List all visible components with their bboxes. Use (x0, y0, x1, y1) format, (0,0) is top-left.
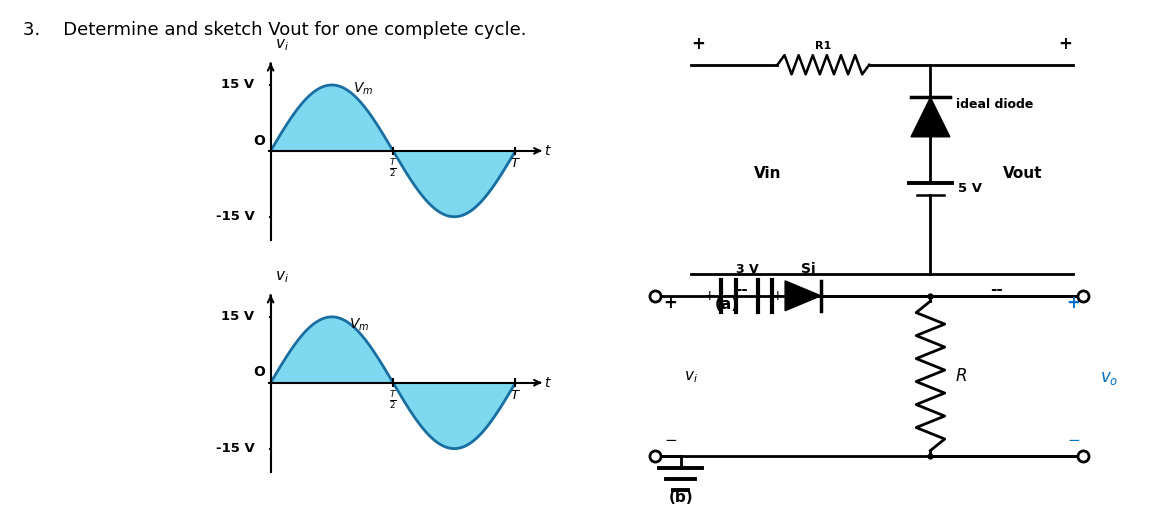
Text: $V_m$: $V_m$ (353, 81, 373, 97)
Text: --: -- (990, 282, 1004, 297)
Text: $-$: $-$ (664, 432, 677, 446)
Text: ideal diode: ideal diode (956, 97, 1034, 111)
Text: 15 V: 15 V (221, 310, 254, 324)
Text: $\frac{T}{2}$: $\frac{T}{2}$ (389, 158, 398, 179)
Text: $|$: $|$ (756, 288, 760, 304)
Text: $-$: $-$ (1066, 432, 1080, 446)
Text: 5 V: 5 V (958, 182, 983, 196)
Text: +: + (663, 294, 677, 312)
Text: +: + (1058, 35, 1072, 53)
Polygon shape (785, 281, 821, 311)
Text: $+$: $+$ (772, 289, 783, 303)
Text: $\boldsymbol{v_i}$: $\boldsymbol{v_i}$ (276, 269, 290, 285)
Text: (b): (b) (669, 490, 693, 505)
Text: $T$: $T$ (510, 158, 520, 170)
Text: +: + (692, 35, 706, 53)
Polygon shape (911, 97, 950, 137)
Text: O: O (253, 133, 264, 148)
Text: (a): (a) (714, 297, 738, 313)
Text: $t$: $t$ (544, 144, 552, 158)
Text: Vin: Vin (753, 167, 781, 181)
Text: $v_o$: $v_o$ (1100, 368, 1118, 387)
Text: $-$: $-$ (723, 289, 734, 302)
Text: 3.    Determine and sketch Vout for one complete cycle.: 3. Determine and sketch Vout for one com… (23, 21, 526, 39)
Text: 15 V: 15 V (221, 79, 254, 92)
Text: Vout: Vout (1003, 167, 1042, 181)
Text: $V_m$: $V_m$ (349, 317, 370, 333)
Text: R1: R1 (815, 42, 831, 52)
Text: $\boldsymbol{v_i}$: $\boldsymbol{v_i}$ (276, 37, 290, 53)
Text: $T$: $T$ (510, 389, 520, 402)
Text: $+$: $+$ (702, 289, 715, 303)
Text: -15 V: -15 V (216, 210, 254, 223)
Text: Si: Si (801, 262, 816, 276)
Text: +: + (1066, 294, 1080, 312)
Text: -15 V: -15 V (216, 442, 254, 455)
Text: $v_i$: $v_i$ (684, 370, 698, 385)
Text: 3 V: 3 V (736, 262, 758, 276)
Text: O: O (253, 365, 264, 379)
Text: $t$: $t$ (544, 376, 552, 390)
Text: $R$: $R$ (955, 367, 967, 385)
Text: --: -- (735, 282, 749, 297)
Text: $\frac{T}{2}$: $\frac{T}{2}$ (389, 389, 398, 411)
